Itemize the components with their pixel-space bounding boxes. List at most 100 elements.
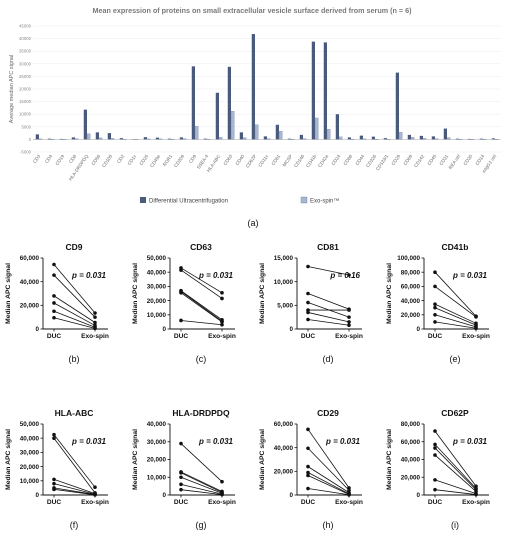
- pair-line-5: [434, 321, 477, 329]
- y-tick-label: 0: [162, 492, 166, 499]
- category-label: CD56: [90, 153, 101, 166]
- subplot-title: HLA-DRDPDQ: [172, 408, 230, 418]
- point-exospin-5: [93, 493, 97, 497]
- bar-duc-33: [431, 136, 435, 140]
- pair-line-2: [307, 466, 350, 493]
- category-label: CD142: [413, 153, 426, 168]
- y-tick-label: 40,000: [147, 421, 167, 428]
- y-axis-label: Median APC signal: [386, 263, 393, 324]
- point-duc-3: [306, 470, 310, 475]
- bar-duc-35: [455, 138, 459, 140]
- category-label: CD41b: [305, 153, 318, 168]
- bar-duc-16: [227, 66, 231, 140]
- category-label: CD25: [138, 153, 149, 166]
- bar-duc-34: [443, 128, 447, 140]
- p-value-label: p = 0.031: [198, 437, 234, 446]
- bar-duc-38: [491, 138, 495, 140]
- category-label: CD29: [390, 153, 401, 166]
- pair-line-1: [180, 269, 223, 299]
- pair-line-4: [180, 292, 223, 323]
- category-label: CD8: [68, 153, 78, 164]
- y-tick-label: 20,000: [401, 312, 421, 319]
- bar-duc-20: [275, 124, 279, 140]
- pair-line-1: [180, 471, 223, 492]
- pair-line-2: [434, 303, 477, 324]
- p-value-label: p = 0.031: [71, 437, 107, 446]
- pair-line-0: [180, 267, 223, 294]
- pair-line-4: [53, 487, 96, 495]
- y-axis-label: Average median APC signal: [9, 55, 15, 123]
- y-tick-label: 50,000: [20, 421, 40, 428]
- pair-line-3: [434, 307, 477, 326]
- bar-duc-23: [311, 41, 315, 140]
- x-tick-label: DUC: [174, 499, 189, 506]
- pair-line-5: [307, 319, 350, 326]
- bar-exospin-10: [158, 138, 163, 140]
- legend: Differential Ultracentrifugation Exo-spin…: [140, 196, 339, 205]
- y-tick-label: 0: [29, 137, 32, 142]
- point-duc-3: [433, 453, 437, 457]
- paired-plot-c: CD63 0 10,000 20,000 30,000 40,000 50,000 DUC Ex…: [132, 242, 236, 364]
- category-label: CD20: [462, 153, 473, 166]
- panel-label: (h): [323, 520, 334, 530]
- point-duc-2: [433, 446, 437, 450]
- bar-duc-2: [59, 138, 63, 140]
- bar-exospin-4: [86, 133, 91, 140]
- point-duc-4: [179, 290, 183, 295]
- p-value-label: p = 0.031: [452, 271, 488, 280]
- category-label: CD146: [293, 153, 306, 168]
- p-value-label: p = 0.031: [198, 271, 234, 280]
- point-duc-1: [433, 442, 437, 447]
- x-tick-label: Exo-spin: [462, 333, 490, 340]
- category-label: CD209: [173, 153, 186, 168]
- point-exospin-0: [220, 479, 224, 484]
- bar-exospin-16: [230, 111, 235, 140]
- p-value-label: p = 0.031: [325, 437, 361, 446]
- x-tick-label: DUC: [301, 499, 316, 506]
- point-duc-5: [52, 487, 56, 492]
- y-tick-label: 40000: [19, 36, 32, 41]
- bar-duc-11: [167, 138, 171, 140]
- category-label: CD19: [54, 153, 65, 166]
- point-duc-2: [433, 302, 437, 306]
- y-tick-label: 30,000: [147, 284, 167, 291]
- point-duc-2: [306, 300, 310, 305]
- point-duc-0: [306, 264, 310, 269]
- bar-duc-17: [239, 132, 243, 140]
- point-exospin-1: [474, 315, 478, 319]
- pair-line-0: [307, 266, 350, 276]
- category-label: ROR1: [162, 153, 174, 167]
- point-exospin-4: [347, 320, 351, 324]
- bar-exospin-9: [146, 138, 151, 140]
- category-label: MCSP: [282, 154, 294, 168]
- bar-duc-21: [287, 138, 291, 140]
- y-tick-label: 10,000: [20, 478, 40, 485]
- legend-swatch-duc: [140, 197, 146, 203]
- point-duc-3: [433, 305, 437, 310]
- y-axis-label: Median APC signal: [132, 263, 139, 324]
- y-tick-label: 15,000: [274, 255, 294, 262]
- paired-plot-b: CD9 0 20,000 40,000 60,000 DUC Exo-spin Median …: [5, 242, 109, 364]
- bar-exospin-24: [326, 129, 331, 140]
- bar-exospin-18: [254, 124, 259, 140]
- pair-line-4: [53, 310, 96, 328]
- y-tick-label: 60,000: [401, 284, 421, 291]
- pair-line-0: [434, 430, 477, 487]
- subplot-title: CD63: [190, 242, 212, 252]
- point-duc-1: [433, 284, 437, 289]
- category-label: CD63: [222, 153, 233, 166]
- pair-line-2: [180, 290, 223, 321]
- subplot-title: CD41b: [442, 242, 469, 252]
- bar-exospin-6: [110, 138, 115, 140]
- bar-duc-13: [191, 66, 195, 140]
- pair-line-4: [434, 479, 477, 495]
- pair-line-3: [53, 302, 96, 326]
- pair-line-3: [434, 454, 477, 492]
- paired-plot-f: HLA-ABC 0 10,000 20,000 30,000 40,000 50,000 DU…: [5, 408, 109, 530]
- category-label: CD105: [101, 153, 114, 168]
- bar-exospin-31: [410, 137, 415, 140]
- legend-swatch-exospin: [300, 196, 308, 204]
- pair-line-2: [53, 479, 96, 494]
- bar-exospin-33: [434, 138, 439, 140]
- point-duc-4: [433, 478, 437, 482]
